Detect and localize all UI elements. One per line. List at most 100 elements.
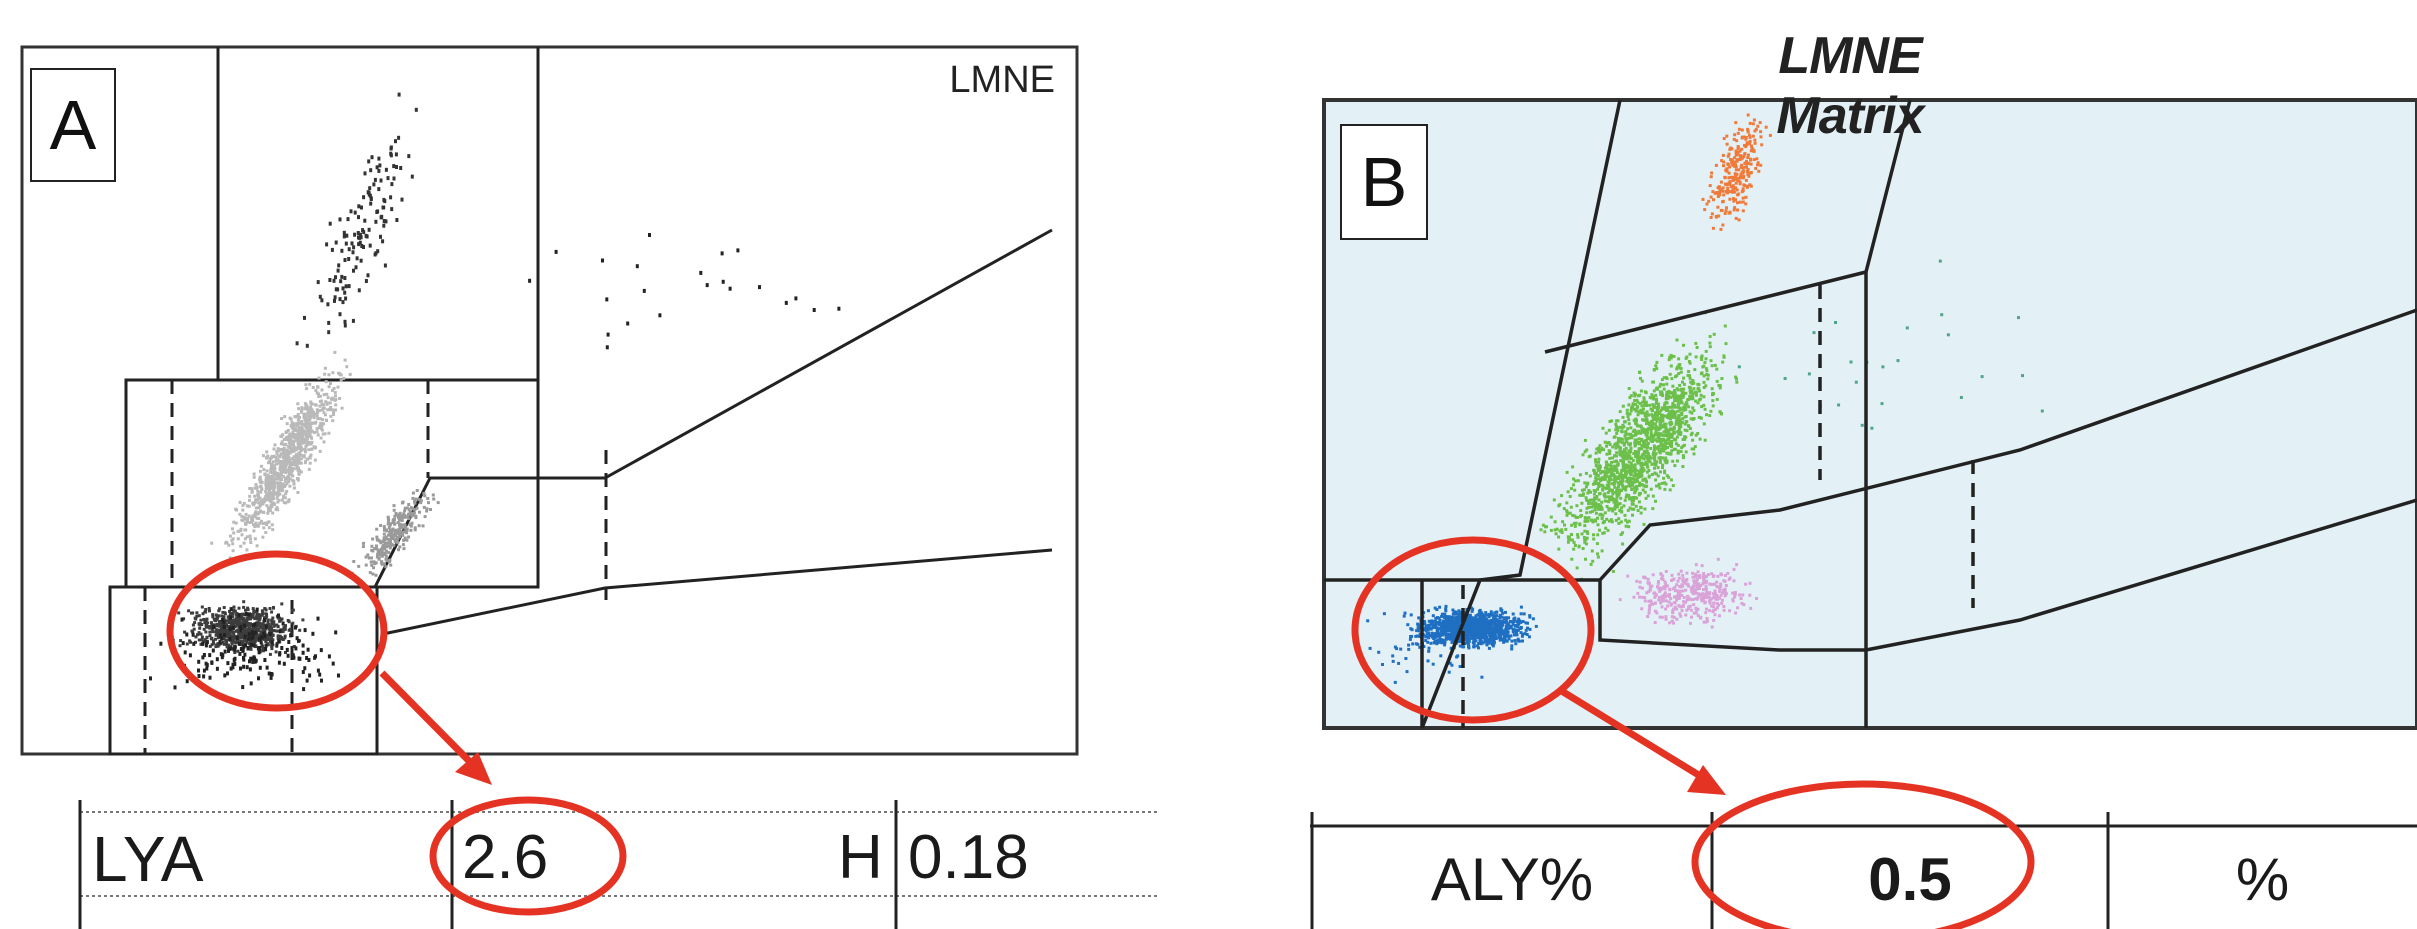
scatter-point [1735,172,1739,176]
scatter-point [1576,533,1580,537]
scatter-point [340,248,344,253]
scatter-point [371,572,375,576]
scatter-point [362,195,366,200]
scatter-point [1704,575,1708,579]
scatter-point [247,632,251,637]
scatter-point [1628,506,1632,510]
scatter-point [225,640,228,644]
scatter-point [383,542,387,545]
scatter-point [1640,438,1644,442]
scatter-point [253,617,257,621]
scatter-point [1669,417,1672,421]
scatter-point [243,627,247,631]
scatter-point [385,529,389,533]
scatter-point [1693,591,1697,594]
scatter-point [658,313,662,318]
scatter-point [261,649,265,653]
scatter-point [1691,379,1695,382]
scatter-point [243,629,246,633]
scatter-point [272,447,276,451]
scatter-point [1628,436,1632,440]
scatter-point [1628,443,1632,447]
scatter-point [372,566,375,570]
scatter-point [1596,469,1600,473]
scatter-point [248,487,252,490]
scatter-point [1656,466,1660,470]
scatter-point [1417,616,1421,620]
scatter-point [285,482,289,486]
scatter-point [210,622,214,626]
scatter-point [1507,637,1511,641]
scatter-point [1694,563,1698,567]
scatter-point [387,533,390,537]
scatter-point [253,537,257,541]
scatter-point [218,623,221,627]
scatter-point [357,242,361,247]
scatter-point [1702,575,1705,579]
scatter-point [1660,378,1664,382]
scatter-point [1643,477,1647,481]
scatter-point [271,471,275,475]
scatter-point [1680,609,1684,613]
scatter-point [381,551,385,555]
scatter-point [1696,570,1700,574]
scatter-point [1491,628,1495,632]
scatter-point [1717,214,1721,218]
scatter-point [291,427,295,431]
scatter-point [1638,585,1642,589]
scatter-point [1661,594,1665,598]
scatter-point [1658,486,1662,490]
scatter-point [1655,460,1659,464]
scatter-point [276,494,280,497]
scatter-point [1608,452,1612,456]
scatter-point [1636,457,1640,461]
scatter-point [267,622,271,626]
scatter-point [1591,559,1595,563]
scatter-point [1628,449,1632,453]
scatter-point [319,427,323,430]
scatter-point [1674,595,1677,599]
scatter-point [1667,436,1671,440]
scatter-point [1746,173,1750,176]
scatter-point [1584,542,1588,546]
scatter-point [1634,431,1638,435]
scatter-point [1663,429,1667,433]
scatter-point [200,635,204,639]
scatter-point [276,486,280,489]
scatter-point [297,638,300,643]
scatter-point [1677,576,1681,580]
scatter-point [1407,643,1411,647]
scatter-point [237,634,241,638]
scatter-point [1644,400,1648,404]
scatter-point [1484,640,1488,643]
scatter-point [1670,579,1673,582]
scatter-point [1643,430,1646,434]
scatter-point [1713,589,1717,593]
scatter-point [1688,410,1692,414]
scatter-point [410,174,414,179]
scatter-point [394,513,398,517]
scatter-point [255,610,259,614]
scatter-point [306,418,310,422]
scatter-point [1652,397,1656,401]
scatter-point [271,528,275,532]
scatter-point [1636,473,1640,477]
scatter-point [1669,353,1673,357]
scatter-point [213,618,217,622]
scatter-point [327,407,331,411]
scatter-point [264,608,268,612]
scatter-point [280,478,284,481]
scatter-point [1695,585,1699,589]
scatter-point [1689,608,1693,612]
scatter-point [343,290,347,295]
scatter-point [278,473,281,477]
scatter-point [1679,605,1683,609]
scatter-point [1622,459,1625,463]
scatter-point [206,621,210,625]
scatter-point [231,662,235,667]
scatter-point [1597,482,1601,485]
scatter-point [1702,374,1706,378]
scatter-point [240,514,244,518]
scatter-point [1733,164,1737,168]
scatter-point [1692,447,1696,451]
